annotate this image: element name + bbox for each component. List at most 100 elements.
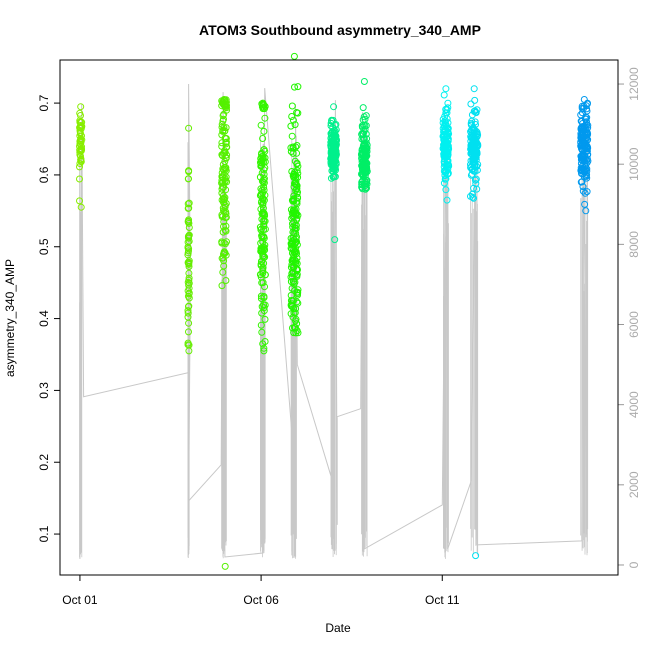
x-tick-label: Oct 01 <box>62 593 98 607</box>
x-tick-label: Oct 06 <box>243 593 279 607</box>
data-point <box>256 223 264 231</box>
data-point <box>258 309 266 317</box>
data-point <box>582 113 590 121</box>
data-point <box>580 173 588 181</box>
data-point <box>583 188 591 196</box>
count-spikes-4 <box>290 135 297 559</box>
data-point <box>260 179 268 187</box>
data-point <box>218 102 226 110</box>
data-point <box>293 197 301 205</box>
data-point <box>260 166 268 174</box>
data-point <box>256 173 264 181</box>
data-point <box>288 113 296 120</box>
data-point <box>292 187 300 195</box>
count-series-layer <box>79 83 589 560</box>
data-point <box>471 96 479 104</box>
y-left-tick-label: 0.5 <box>37 238 51 255</box>
data-point <box>582 125 590 133</box>
data-point <box>289 116 297 124</box>
data-point <box>185 216 193 224</box>
data-point <box>77 203 85 211</box>
data-point <box>218 131 226 139</box>
data-point <box>471 176 479 184</box>
data-point <box>185 247 192 255</box>
data-point <box>445 162 453 170</box>
data-point <box>470 194 478 202</box>
data-point <box>258 197 266 205</box>
data-point <box>359 104 367 112</box>
data-point <box>360 164 368 172</box>
data-point <box>76 118 84 126</box>
data-point <box>185 269 193 277</box>
data-point <box>184 339 192 347</box>
data-point <box>260 209 268 217</box>
data-point <box>290 309 298 317</box>
data-point <box>257 247 265 255</box>
data-point <box>290 52 298 60</box>
data-point <box>260 253 268 261</box>
data-point <box>185 328 192 336</box>
data-point <box>185 257 193 265</box>
x-tick-label: Oct 11 <box>425 593 460 607</box>
data-point <box>331 236 339 244</box>
data-point <box>185 302 193 310</box>
data-point <box>220 194 227 202</box>
data-point <box>218 152 226 160</box>
data-point <box>360 78 368 85</box>
data-point <box>77 157 85 165</box>
y-left-tick-label: 0.3 <box>37 382 51 399</box>
data-point <box>578 145 585 153</box>
data-point <box>185 319 193 327</box>
data-point <box>219 204 227 212</box>
data-point <box>582 132 589 140</box>
data-point <box>259 269 267 277</box>
data-point <box>291 121 299 129</box>
data-point <box>221 226 229 234</box>
data-point <box>442 175 450 183</box>
data-point <box>259 155 267 163</box>
data-point <box>363 135 371 143</box>
x-axis-label: Date <box>325 621 351 635</box>
data-point <box>290 183 298 191</box>
data-point <box>441 148 449 156</box>
data-point <box>291 247 299 255</box>
data-point <box>184 309 192 317</box>
data-point <box>472 109 480 117</box>
count-spikes-7 <box>443 131 449 559</box>
data-point <box>292 329 300 337</box>
data-point <box>468 190 476 198</box>
data-point <box>287 148 295 155</box>
data-point <box>219 165 227 173</box>
data-point <box>77 122 84 129</box>
data-point <box>439 125 447 132</box>
data-point <box>259 267 267 275</box>
data-point <box>261 191 269 199</box>
data-point <box>468 170 476 178</box>
data-point <box>261 283 268 291</box>
data-point <box>223 143 231 151</box>
data-point <box>444 132 452 140</box>
data-point <box>220 250 227 258</box>
data-point <box>443 106 451 114</box>
data-point <box>288 102 296 110</box>
data-point <box>257 239 265 247</box>
y-left-tick-label: 0.2 <box>37 454 51 471</box>
y-right-tick-label: 4000 <box>627 391 641 418</box>
data-point <box>260 234 268 242</box>
data-point <box>185 204 193 212</box>
chart-title: ATOM3 Southbound asymmetry_340_AMP <box>199 22 481 38</box>
data-point <box>362 149 370 157</box>
data-point <box>579 187 587 195</box>
data-point <box>222 138 230 146</box>
data-point <box>472 552 480 560</box>
data-point <box>223 238 230 246</box>
data-point <box>473 185 481 193</box>
data-point <box>330 172 337 180</box>
y-right-tick-label: 0 <box>627 561 641 568</box>
data-point <box>290 263 298 271</box>
data-point <box>218 282 226 290</box>
data-point <box>581 189 589 197</box>
data-point <box>440 128 448 136</box>
